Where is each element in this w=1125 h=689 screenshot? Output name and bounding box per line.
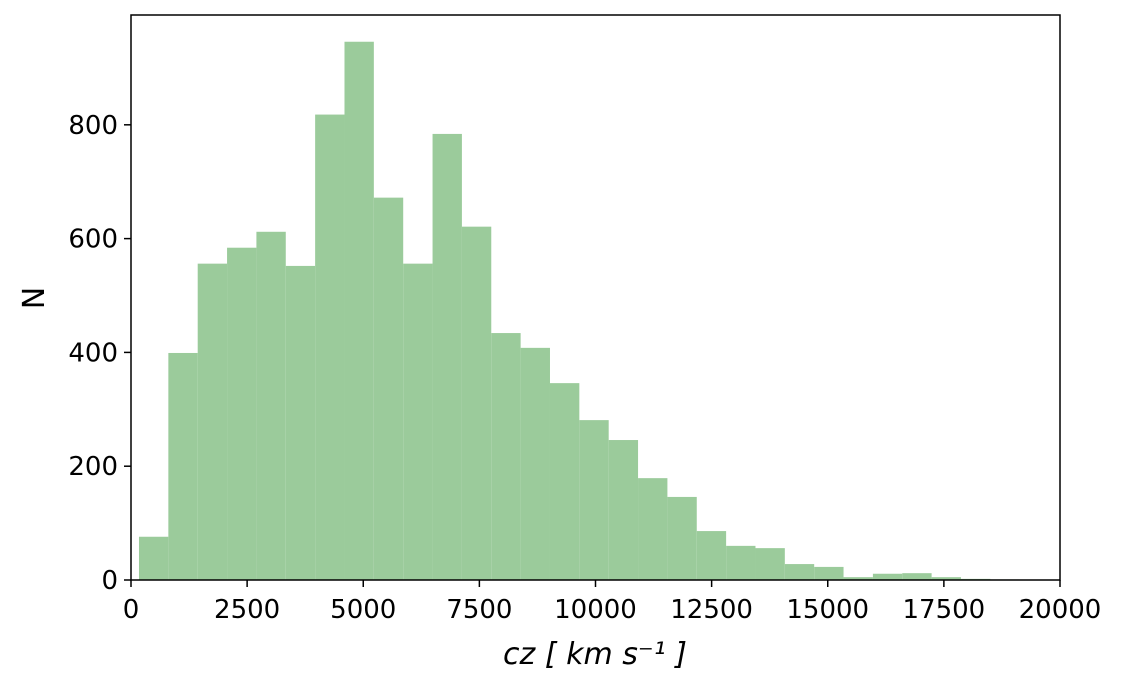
y-tick-label: 400: [68, 338, 118, 368]
x-tick-label: 15000: [786, 595, 869, 625]
histogram-bar: [315, 114, 345, 580]
histogram-bar: [931, 577, 961, 580]
x-tick-label: 12500: [670, 595, 753, 625]
histogram-bar: [814, 566, 844, 580]
x-tick-label: 17500: [903, 595, 986, 625]
histogram-bar: [696, 531, 727, 580]
histogram-bar: [461, 226, 492, 581]
histogram-bar: [138, 536, 169, 580]
histogram-bar: [579, 420, 609, 580]
histogram-bar: [549, 383, 580, 580]
histogram-bar: [520, 347, 550, 580]
histogram-bar: [285, 265, 316, 580]
x-tick-label: 5000: [330, 595, 396, 625]
histogram-bar: [755, 548, 785, 580]
y-tick-label: 600: [68, 225, 118, 255]
x-axis-label: cz [ km s⁻¹ ]: [503, 637, 687, 672]
histogram-bar: [726, 545, 756, 580]
histogram-bar: [491, 333, 521, 580]
x-tick-label: 10000: [554, 595, 637, 625]
histogram-bar: [784, 564, 815, 580]
histogram-bar: [403, 263, 433, 580]
x-tick-label: 2500: [214, 595, 280, 625]
histogram-bar: [843, 577, 873, 580]
histogram-bar: [168, 352, 198, 580]
y-tick-label: 200: [68, 452, 118, 482]
histogram-bar: [902, 573, 932, 580]
x-tick-label: 20000: [1019, 595, 1102, 625]
histogram-bar: [608, 440, 639, 580]
histogram-bar: [227, 247, 257, 581]
y-tick-label: 0: [101, 566, 118, 596]
x-tick-label: 0: [123, 595, 140, 625]
histogram-bar: [432, 133, 462, 580]
histogram-bar: [667, 496, 697, 580]
histogram-bar: [872, 573, 903, 580]
x-tick-label: 7500: [446, 595, 512, 625]
histogram-bar: [256, 231, 286, 580]
y-axis-label: N: [17, 287, 52, 309]
histogram-bar: [344, 41, 374, 581]
histogram-bar: [638, 478, 668, 580]
histogram-bar: [373, 197, 404, 581]
histogram-bar: [197, 263, 228, 580]
y-tick-label: 800: [68, 111, 118, 141]
